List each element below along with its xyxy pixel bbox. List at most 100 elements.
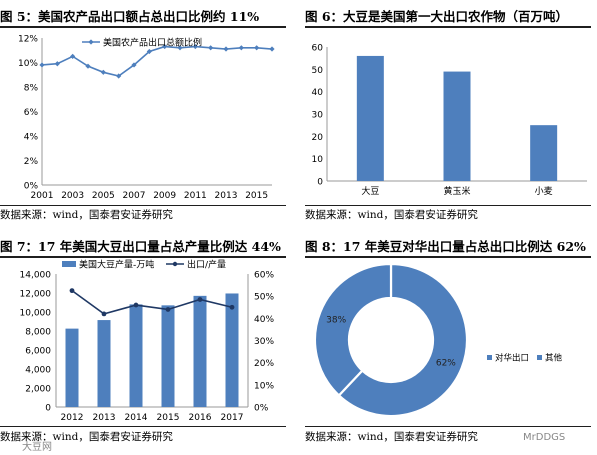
chart5-y-tick-label: 4% — [24, 133, 39, 143]
chart7-left-tick-label: 8,000 — [25, 328, 51, 338]
chart5-title: 图 5：美国农产品出口额占总出口比例约 11% — [0, 9, 260, 24]
chart6-x-tick-label: 大豆 — [361, 185, 379, 197]
chart8-bottom-rule — [305, 426, 591, 427]
chart6-title-rule — [305, 26, 591, 28]
chart8-legend-label: 其他 — [545, 353, 563, 364]
chart5-data-point — [85, 63, 91, 69]
chart7-right-tick-label: 40% — [254, 315, 274, 325]
chart7-left-tick-label: 10,000 — [20, 309, 52, 319]
chart7-left-tick-label: 4,000 — [25, 366, 51, 376]
chart5-data-point — [131, 62, 137, 68]
chart5-y-tick-label: 6% — [24, 108, 39, 118]
chart6-bar — [443, 71, 471, 181]
chart7-panel: 图 7：17 年美国大豆出口量占总产量比例达 44% 0 2,000 4,000 6,… — [0, 230, 292, 455]
chart6-y-tick-label: 50 — [312, 66, 324, 76]
chart5-source: 数据来源：wind，国泰君安证券研究 — [0, 209, 173, 221]
chart5-data-point — [238, 45, 244, 51]
chart7-source: 数据来源：wind，国泰君安证券研究 — [0, 431, 173, 443]
chart6-source: 数据来源：wind，国泰君安证券研究 — [305, 209, 478, 221]
chart5-y-tick-label: 2% — [24, 157, 39, 167]
chart7-ratio-point — [133, 302, 139, 308]
chart8-pie-chart: 62% 38% 对华出口 其他 — [313, 262, 563, 418]
chart5-y-tick-label: 8% — [24, 84, 39, 94]
chart5-data-point — [208, 45, 214, 51]
chart7-right-tick-label: 0% — [254, 404, 269, 414]
chart5-data-point — [39, 62, 45, 68]
chart8-source: 数据来源：wind，国泰君安证券研究 — [305, 431, 478, 443]
chart7-ratio-point — [69, 288, 75, 294]
chart6-bar — [530, 125, 558, 181]
chart7-bar — [129, 304, 143, 407]
chart7-left-tick-label: 14,000 — [20, 271, 52, 281]
chart6-y-tick-label: 40 — [312, 88, 324, 98]
chart7-right-tick-label: 60% — [254, 271, 274, 281]
chart5-data-point — [254, 45, 260, 51]
chart5-y-tick-label: 0% — [24, 182, 39, 192]
chart5-title-rule — [0, 26, 286, 28]
chart7-ratio-line — [71, 289, 233, 315]
chart7-title: 图 7：17 年美国大豆出口量占总产量比例达 44% — [0, 239, 281, 254]
chart7-bottom-rule — [0, 426, 286, 427]
chart7-x-tick-label: 2016 — [189, 413, 212, 423]
chart8-title-rule — [305, 256, 591, 258]
chart5-data-point — [223, 46, 229, 52]
chart6-bar — [356, 55, 384, 181]
watermark-left: 大豆网 — [22, 442, 52, 453]
chart8-legend-label: 对华出口 — [495, 353, 529, 364]
chart6-y-tick-label: 10 — [312, 155, 324, 165]
chart5-line-chart: 0% 2% 4% 6% 8% 10% 12% 2001 2003 2005 2007 2009 2011… — [18, 35, 275, 201]
chart7-ratio-point — [165, 307, 171, 312]
chart8-legend-swatch — [537, 355, 542, 360]
chart5-bottom-rule — [0, 205, 286, 206]
chart8-legend-swatch — [487, 355, 492, 360]
chart6-bar-chart: 0 10 20 30 40 50 60 大豆 黄玉米 小麦 — [312, 44, 587, 197]
chart7-bar — [65, 328, 79, 407]
chart7-bar — [193, 295, 207, 407]
chart5-x-tick-label: 2001 — [31, 191, 54, 201]
chart5-x-tick-label: 2005 — [92, 191, 115, 201]
chart5-data-point — [70, 53, 76, 59]
chart5-x-tick-label: 2013 — [215, 191, 238, 201]
chart5-series-line — [41, 45, 273, 77]
chart6-y-tick-label: 0 — [317, 178, 323, 188]
chart7-legend-bar-swatch — [62, 261, 76, 267]
chart7-bar — [97, 320, 111, 407]
chart7-right-tick-label: 50% — [254, 293, 274, 303]
chart5-panel: 图 5：美国农产品出口额占总出口比例约 11% 0% 2% 4% 6% 8% 10% 12%… — [0, 0, 292, 225]
chart5-x-tick-label: 2015 — [245, 191, 268, 201]
chart7-right-tick-label: 20% — [254, 359, 274, 369]
chart7-left-tick-label: 0 — [45, 404, 51, 414]
chart7-x-tick-label: 2013 — [93, 413, 116, 423]
chart7-legend-line-label: 出口/产量 — [187, 259, 226, 271]
chart5-x-tick-label: 2011 — [184, 191, 207, 201]
chart5-data-point — [177, 45, 183, 51]
chart5-data-point — [146, 48, 152, 55]
chart8-panel: 图 8：17 年美豆对华出口量占总出口比例达 62% 62% 38% 对华出口 其他 … — [305, 230, 597, 455]
chart7-x-tick-label: 2012 — [61, 413, 84, 423]
chart5-data-point — [192, 43, 198, 50]
chart8-slice — [337, 262, 469, 418]
chart6-x-tick-label: 黄玉米 — [443, 185, 470, 197]
chart8-slice-label: 38% — [326, 315, 346, 325]
chart5-legend-label: 美国农产品出口总额比例 — [103, 37, 202, 49]
chart6-y-tick-label: 30 — [312, 111, 324, 121]
chart5-y-tick-label: 12% — [18, 35, 38, 45]
chart5-data-point — [116, 73, 122, 79]
chart7-bar — [225, 293, 239, 407]
chart5-data-point — [100, 69, 106, 75]
chart7-ratio-point — [197, 297, 203, 302]
chart7-left-tick-label: 2,000 — [25, 385, 51, 395]
chart7-x-tick-label: 2017 — [221, 413, 244, 423]
chart5-data-point — [269, 46, 275, 52]
chart6-y-tick-label: 60 — [312, 44, 324, 54]
chart5-data-point — [54, 61, 60, 67]
chart7-left-tick-label: 6,000 — [25, 347, 51, 357]
chart7-title-rule — [0, 256, 286, 258]
chart7-x-tick-label: 2015 — [157, 413, 180, 423]
chart8-title: 图 8：17 年美豆对华出口量占总出口比例达 62% — [305, 239, 586, 254]
chart7-right-tick-label: 10% — [254, 381, 274, 391]
chart7-bar — [161, 305, 175, 407]
chart7-legend-line-marker — [172, 261, 178, 267]
chart7-ratio-point — [229, 304, 235, 310]
chart5-data-point — [162, 43, 168, 50]
